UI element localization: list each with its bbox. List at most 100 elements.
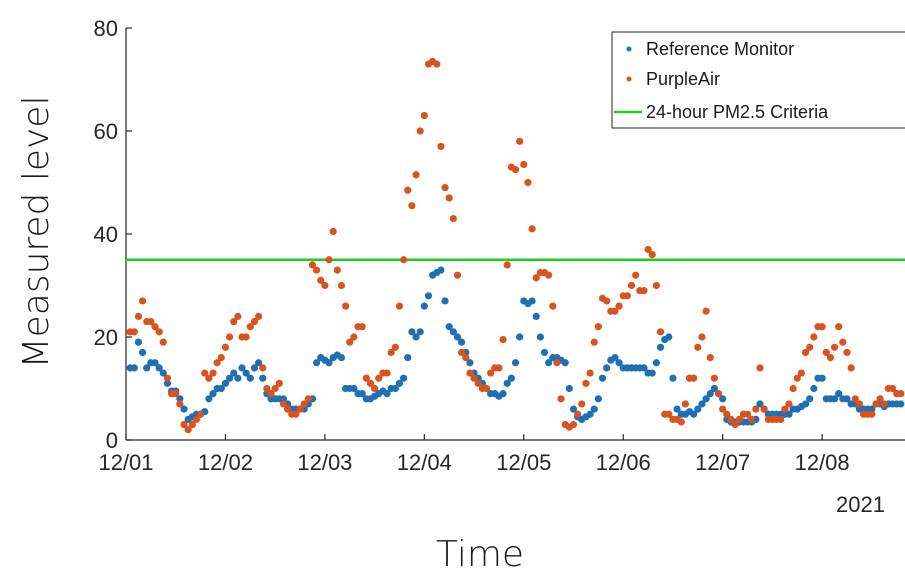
reference-monitor-point <box>225 374 234 382</box>
purpleair-point <box>205 374 213 382</box>
reference-monitor-point <box>648 369 656 377</box>
purpleair-point <box>487 369 495 377</box>
purpleair-point <box>221 343 230 351</box>
purpleair-point <box>690 374 698 382</box>
reference-monitor-point <box>835 390 843 398</box>
reference-monitor-point <box>358 390 366 398</box>
purpleair-point <box>714 390 723 398</box>
reference-monitor-point <box>656 343 665 351</box>
purpleair-point <box>594 323 602 331</box>
purpleair-point <box>254 312 263 320</box>
reference-monitor-point <box>391 384 399 393</box>
reference-monitor-point <box>230 369 238 377</box>
purpleair-point <box>503 261 511 269</box>
reference-monitor-point <box>449 328 457 336</box>
purpleair-point <box>876 395 884 403</box>
purpleair-point <box>694 343 702 351</box>
reference-monitor-point <box>404 354 412 362</box>
purpleair-point <box>188 420 196 429</box>
legend-label-purpleair: PurpleAir <box>646 69 720 89</box>
purpleair-point <box>810 333 818 341</box>
x-tick-label: 12/01 <box>98 450 153 475</box>
reference-monitor-point <box>155 364 163 372</box>
purpleair-point <box>366 379 375 387</box>
reference-monitor-point <box>665 333 673 341</box>
purpleair-point <box>806 343 814 351</box>
purpleair-point <box>213 359 221 367</box>
purpleair-point <box>511 166 520 174</box>
purpleair-point <box>321 281 329 290</box>
purpleair-point <box>677 418 685 426</box>
reference-monitor-point <box>209 390 217 398</box>
purpleair-point <box>897 390 905 398</box>
reference-monitor-point <box>205 395 213 403</box>
y-ticks: 0 20 40 60 80 <box>94 16 132 453</box>
purpleair-point <box>196 410 205 418</box>
purpleair-point <box>611 307 619 315</box>
purpleair-point <box>582 379 590 387</box>
reference-monitor-point <box>238 364 246 372</box>
purpleair-point <box>706 354 714 362</box>
reference-monitor-point <box>652 359 660 367</box>
reference-monitor-point <box>830 395 839 403</box>
reference-monitor-point <box>586 410 594 418</box>
reference-monitor-point <box>400 374 408 382</box>
purpleair-point <box>130 328 138 336</box>
purpleair-point <box>681 400 689 408</box>
purpleair-point <box>201 369 209 377</box>
purpleair-point <box>209 369 217 377</box>
purpleair-point <box>615 302 623 310</box>
legend: Reference Monitor PurpleAir 24-hour PM2.… <box>611 31 905 129</box>
y-tick-label: 80 <box>94 16 118 41</box>
purpleair-point <box>855 400 864 408</box>
reference-monitor-point <box>159 369 167 377</box>
x-ticks: 12/01 12/02 12/03 12/04 12/05 12/06 12/07 12/08 <box>98 434 850 475</box>
reference-monitor-point <box>702 395 710 403</box>
purpleair-point <box>180 420 188 429</box>
reference-monitor-point <box>868 405 876 413</box>
purpleair-point <box>627 281 636 290</box>
reference-monitor-point <box>532 312 540 320</box>
purpleair-point <box>217 354 225 362</box>
reference-monitor-point <box>350 384 358 393</box>
purpleair-point <box>313 266 321 274</box>
purpleair-point <box>843 348 851 357</box>
purpleair-point <box>545 271 553 279</box>
purpleair-point <box>242 333 250 341</box>
purpleair-point <box>383 369 391 377</box>
purpleair-point <box>723 410 731 418</box>
purpleair-point <box>474 379 482 387</box>
purpleair-point <box>470 374 478 382</box>
legend-box <box>611 31 905 129</box>
purpleair-point <box>395 302 404 310</box>
reference-monitor-point <box>337 354 346 362</box>
reference-monitor-point <box>818 374 826 382</box>
purpleair-point <box>743 410 752 418</box>
purpleair-point <box>466 369 474 377</box>
purpleair-point <box>176 400 184 408</box>
purpleair-point <box>830 343 839 351</box>
purpleair-point <box>557 395 565 403</box>
y-tick-label: 0 <box>106 428 118 453</box>
purpleair-point <box>375 374 383 382</box>
legend-marker-reference-monitor <box>626 46 632 52</box>
purpleair-point <box>797 369 806 377</box>
purpleair-point <box>578 400 586 408</box>
x-tick-label: 12/07 <box>695 450 750 475</box>
reference-monitor-point <box>598 374 607 382</box>
reference-monitor-point <box>569 405 578 413</box>
purpleair-point <box>296 405 304 413</box>
reference-monitor-point <box>540 348 549 357</box>
purpleair-point <box>482 384 491 393</box>
reference-monitor-point <box>424 292 433 300</box>
x-tick-label: 12/03 <box>297 450 352 475</box>
purpleair-point <box>499 335 507 344</box>
reference-monitor-point <box>897 400 905 408</box>
reference-monitor-point <box>669 374 677 382</box>
reference-monitor-point <box>134 338 143 346</box>
purpleair-point <box>719 405 727 413</box>
purpleair-point <box>441 184 449 192</box>
purpleair-point <box>549 302 557 310</box>
purpleair-point <box>184 426 192 434</box>
